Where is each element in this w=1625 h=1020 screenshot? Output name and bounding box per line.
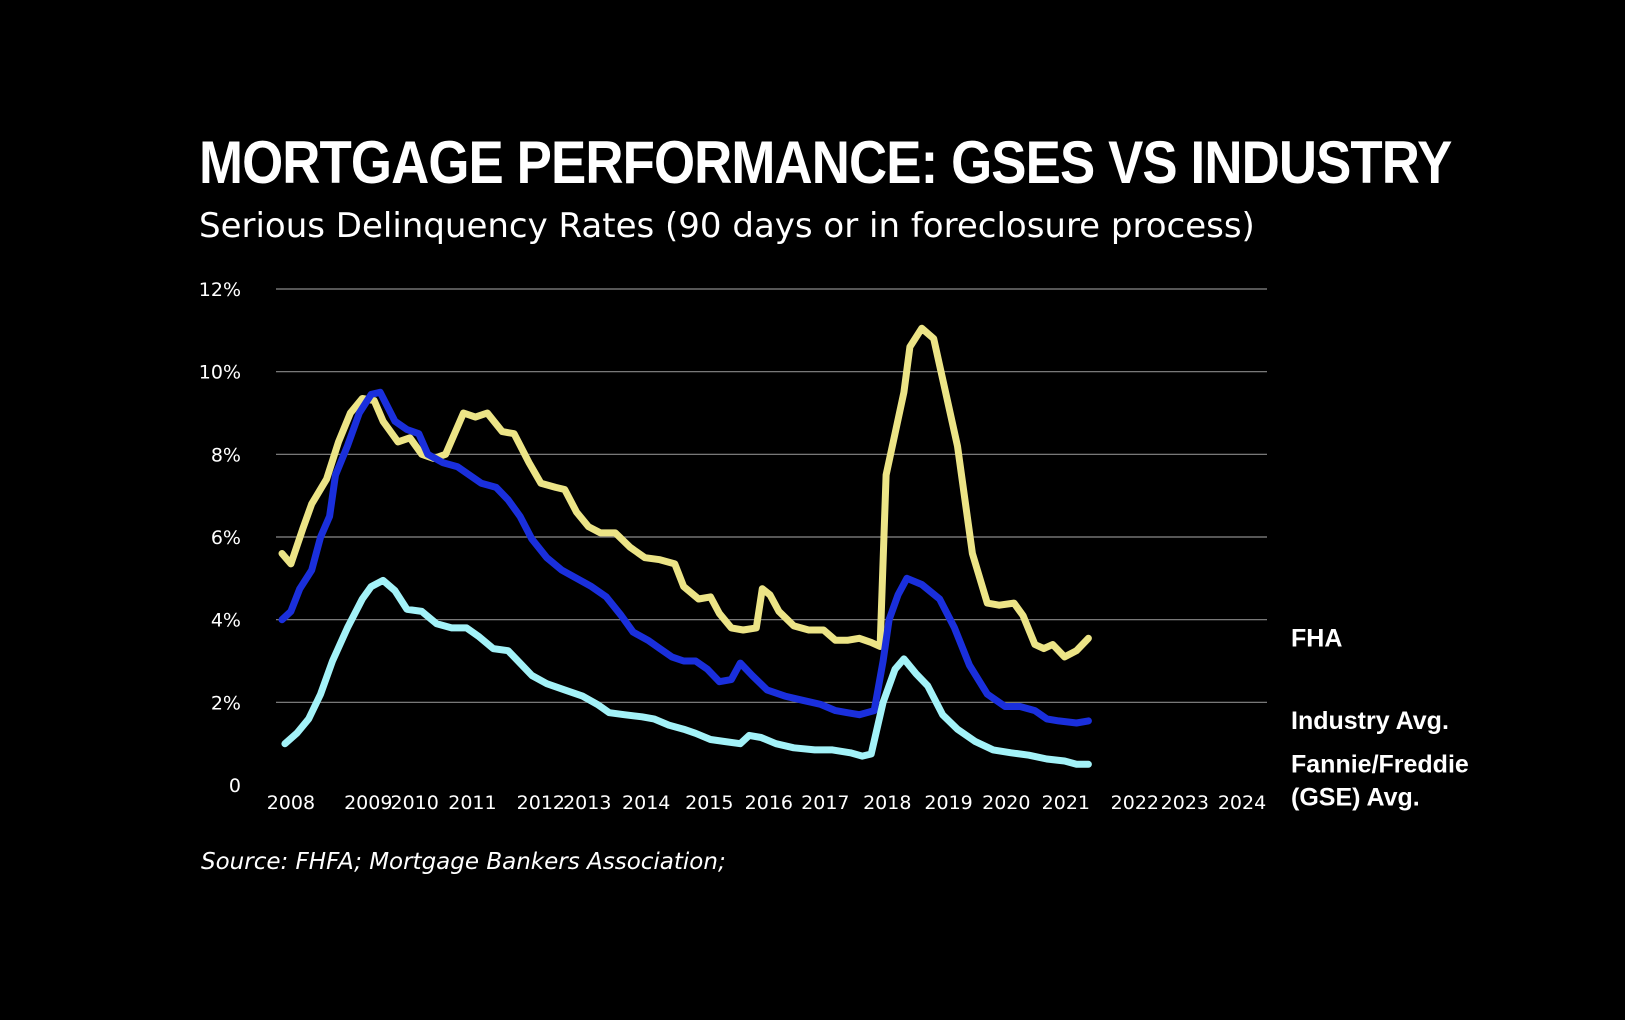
x-tick-label: 2011 [448,792,496,814]
x-tick-label: 2015 [685,792,733,814]
x-tick-label: 2020 [982,792,1030,814]
series-label: Fannie/Freddie [1291,750,1469,778]
chart-subtitle: Serious Delinquency Rates (90 days or in… [199,206,1255,246]
series-line-fha [278,324,1092,661]
x-tick-label: 2008 [267,792,315,814]
x-tick-label: 2022 [1111,792,1159,814]
x-tick-label: 2010 [391,792,439,814]
x-tick-label: 2018 [863,792,911,814]
x-tick-label: 2023 [1161,792,1209,814]
chart-title: MORTGAGE PERFORMANCE: GSES VS INDUSTRY [199,129,1452,196]
series-label: (GSE) Avg. [1291,783,1420,811]
x-tick-label: 2019 [924,792,972,814]
x-tick-label: 2021 [1042,792,1090,814]
x-tick-label: 2017 [801,792,849,814]
y-axis-ticks: 0 2% 4% 6% 8% 10% 12% [199,279,241,797]
x-tick-label: 2014 [622,792,670,814]
series-labels: FHA Industry Avg. Fannie/Freddie (GSE) Avg. [1291,624,1469,811]
x-tick-label: 2024 [1218,792,1266,814]
gridlines [276,288,1267,703]
series-line-fannie-freddie-gse-avg [281,576,1092,768]
y-tick-label: 8% [211,444,241,466]
y-tick-label: 10% [199,362,241,384]
series-lines [278,324,1092,768]
y-tick-label: 6% [211,527,241,549]
x-tick-label: 2013 [563,792,611,814]
y-tick-label: 0 [229,775,241,797]
y-tick-label: 12% [199,279,241,301]
x-tick-label: 2012 [517,792,565,814]
series-label: FHA [1291,624,1342,652]
source-note: Source: FHFA; Mortgage Bankers Associati… [201,849,726,875]
y-tick-label: 2% [211,692,241,714]
series-label: Industry Avg. [1291,707,1449,735]
series-line-industry-avg [278,388,1092,727]
y-tick-label: 4% [211,610,241,632]
x-tick-label: 2009 [344,792,392,814]
x-tick-label: 2016 [745,792,793,814]
